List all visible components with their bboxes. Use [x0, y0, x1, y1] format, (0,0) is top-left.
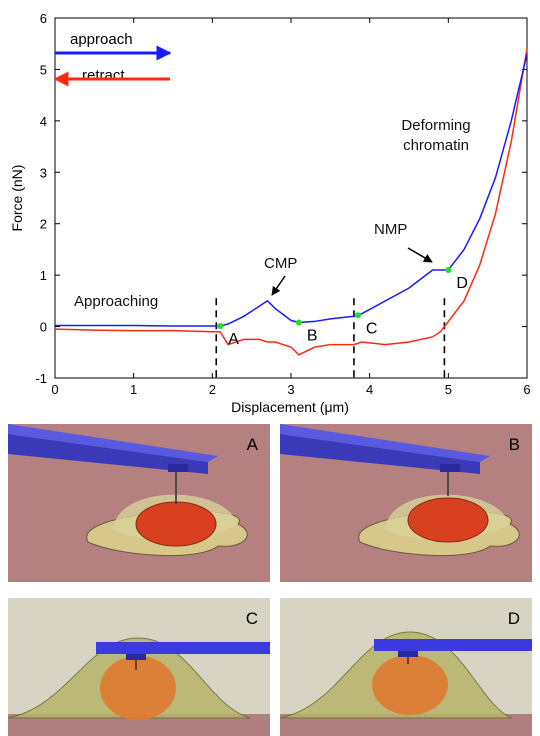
panel: B	[280, 424, 532, 582]
floor	[280, 714, 532, 736]
x-axis-label: Displacement (μm)	[231, 399, 349, 415]
panel: A	[8, 424, 270, 582]
plot-frame	[54, 17, 528, 379]
cantilever-block	[168, 464, 188, 472]
annotation: NMP	[374, 221, 408, 238]
panel-label: A	[247, 435, 259, 454]
cantilever	[8, 434, 208, 474]
data-line	[55, 53, 528, 327]
state-point	[354, 312, 361, 319]
nmp-arrow	[407, 247, 433, 263]
y-axis-label: Force (nN)	[9, 165, 25, 232]
cantilever-top	[280, 424, 490, 462]
cantilever	[96, 642, 270, 654]
y-tick-label: 0	[40, 320, 47, 335]
cantilever	[280, 434, 480, 474]
cmp-arrow	[271, 275, 286, 296]
nucleus	[372, 655, 448, 715]
state-label: B	[307, 327, 318, 344]
chart: Displacement (μm) Force (nN) 0 1 2 3 4 5 6 -1 0 1…	[9, 11, 531, 415]
panel-label: C	[246, 609, 258, 628]
x-tick-label: 2	[209, 382, 216, 397]
cantilever	[374, 639, 532, 651]
floor	[8, 714, 270, 736]
y-tick-label: 2	[40, 217, 47, 232]
y-tick-label: 1	[40, 268, 47, 283]
cantilever-top	[8, 424, 218, 462]
cantilever-block	[398, 651, 418, 657]
x-tick-label: 4	[366, 382, 373, 397]
annotation: Approaching	[74, 293, 159, 310]
x-tick-label: 5	[445, 382, 452, 397]
nucleus	[407, 497, 489, 543]
y-tick-label: 3	[40, 165, 47, 180]
panel-label: D	[508, 609, 520, 628]
state-point	[445, 267, 452, 273]
panel-label: B	[509, 435, 520, 454]
panel: C	[8, 598, 270, 736]
state-label: C	[366, 320, 378, 337]
state-point	[217, 323, 224, 330]
annotation: CMP	[264, 255, 298, 272]
panel: D	[280, 598, 532, 736]
cantilever-block	[126, 654, 146, 660]
y-tick-label: 4	[40, 114, 47, 129]
data-line	[54, 48, 528, 356]
y-tick-label: 5	[40, 62, 47, 77]
legend-label: retract	[82, 67, 125, 84]
x-tick-label: 6	[523, 382, 530, 397]
x-tick-label: 1	[130, 382, 137, 397]
state-point	[295, 319, 302, 326]
x-tick-label: 3	[287, 382, 294, 397]
cantilever-block	[440, 464, 460, 472]
state-label: A	[228, 331, 239, 348]
y-tick-label: 6	[40, 11, 47, 26]
y-tick-label: -1	[35, 371, 47, 386]
nucleus	[100, 656, 176, 720]
x-tick-label: 0	[51, 382, 58, 397]
nucleus	[135, 501, 217, 547]
legend-label: approach	[70, 31, 133, 48]
state-label: D	[456, 275, 468, 292]
annotation: Deforming chromatin	[401, 117, 471, 154]
